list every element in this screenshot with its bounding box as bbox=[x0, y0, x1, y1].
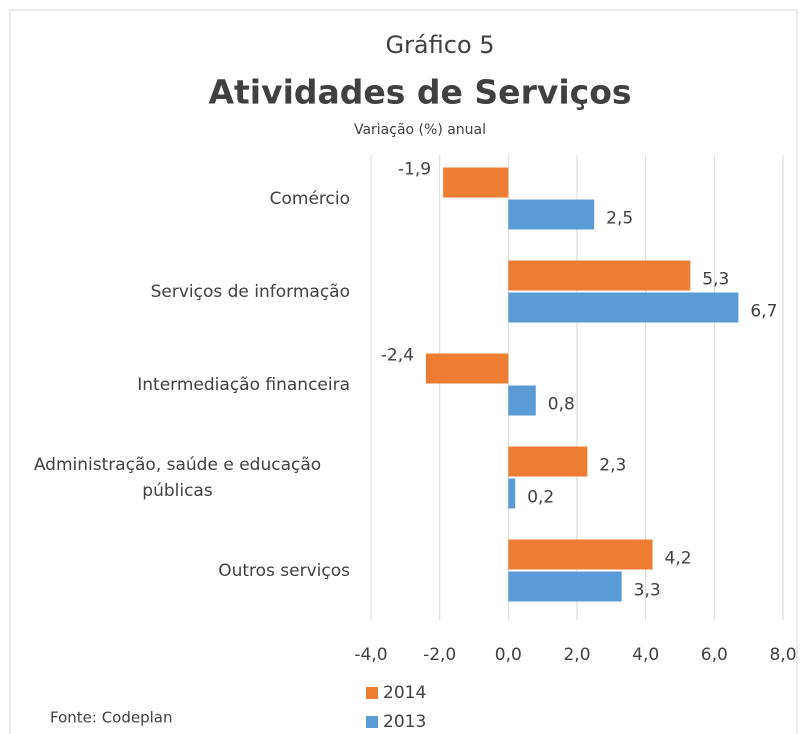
chart-supertitle: Gráfico 5 bbox=[385, 31, 494, 59]
value-label: 4,2 bbox=[665, 549, 692, 569]
x-tick-label: 2,0 bbox=[563, 645, 590, 665]
x-tick-label: 8,0 bbox=[769, 645, 796, 665]
legend-swatch bbox=[366, 687, 378, 699]
value-label: 5,3 bbox=[702, 270, 729, 290]
bar bbox=[425, 353, 509, 384]
bar bbox=[508, 571, 622, 602]
chart-frame bbox=[9, 9, 798, 734]
bar bbox=[508, 539, 653, 570]
category-label: Administração, saúde e educação públicas bbox=[5, 452, 350, 504]
chart-title: Atividades de Serviços bbox=[208, 73, 631, 112]
bar bbox=[443, 167, 509, 198]
category-text: Comércio bbox=[269, 188, 350, 209]
chart-subtitle: Variação (%) anual bbox=[354, 122, 486, 138]
value-label: 3,3 bbox=[634, 581, 661, 601]
x-tick-label: -2,0 bbox=[423, 645, 456, 665]
value-label: 2,3 bbox=[599, 456, 626, 476]
source: Fonte: Codeplan bbox=[50, 709, 173, 727]
bar bbox=[508, 292, 739, 323]
x-tick-label: 0,0 bbox=[495, 645, 522, 665]
legend-label: 2013 bbox=[383, 712, 426, 732]
bar bbox=[508, 260, 691, 291]
category-label: Comércio bbox=[5, 186, 350, 212]
value-label: 2,5 bbox=[606, 209, 633, 229]
bar bbox=[508, 478, 516, 509]
category-text: Intermediação financeira bbox=[137, 374, 350, 395]
category-label: Intermediação financeira bbox=[5, 372, 350, 398]
category-text: Serviços de informação bbox=[150, 281, 350, 302]
x-tick-label: 6,0 bbox=[701, 645, 728, 665]
bar bbox=[508, 446, 588, 477]
category-label: Serviços de informação bbox=[5, 279, 350, 305]
legend-label: 2014 bbox=[383, 683, 426, 703]
value-label: -2,4 bbox=[381, 346, 414, 366]
bar bbox=[508, 199, 595, 230]
bar bbox=[508, 385, 536, 416]
value-label: 0,8 bbox=[548, 395, 575, 415]
category-label: Outros serviços bbox=[5, 558, 350, 584]
category-text: Outros serviços bbox=[218, 560, 350, 581]
x-tick-label: 4,0 bbox=[632, 645, 659, 665]
legend-swatch bbox=[366, 716, 378, 728]
category-text: Administração, saúde e educação públicas bbox=[33, 454, 322, 501]
x-tick-label: -4,0 bbox=[354, 645, 387, 665]
value-label: 0,2 bbox=[527, 488, 554, 508]
value-label: 6,7 bbox=[750, 302, 777, 322]
value-label: -1,9 bbox=[398, 160, 431, 180]
